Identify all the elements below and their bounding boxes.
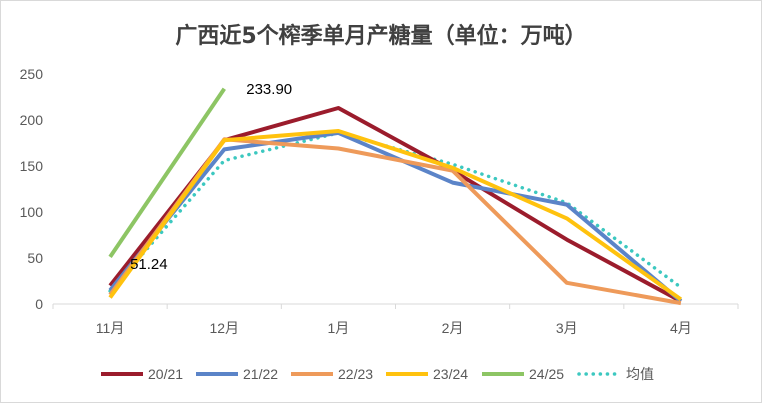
series-line-23-24 [108, 129, 683, 302]
y-tick-label: 200 [20, 112, 44, 128]
x-tick-label: 12月 [209, 320, 239, 336]
legend: 20/21 21/22 22/23 23/24 24/25 均值 [101, 366, 654, 382]
y-tick-label: 150 [20, 158, 44, 174]
y-tick-label: 0 [35, 296, 43, 312]
data-labels: 51.24 233.90 [130, 81, 292, 273]
legend-label: 均值 [626, 366, 654, 382]
legend-label: 22/23 [338, 366, 373, 382]
legend-label: 20/21 [148, 366, 183, 382]
chart-title: 广西近5个榨季单月产糖量（单位：万吨） [175, 23, 586, 49]
data-label: 51.24 [130, 256, 168, 273]
y-tick-label: 100 [20, 204, 44, 220]
series-lines [108, 87, 683, 306]
x-tick-label: 4月 [670, 320, 692, 336]
series-line-avg [108, 131, 683, 293]
data-label: 233.90 [246, 81, 292, 98]
legend-label: 21/22 [243, 366, 278, 382]
y-axis-ticks: 0 50 100 150 200 250 [20, 66, 44, 312]
y-tick-label: 250 [20, 66, 44, 82]
y-tick-label: 50 [27, 250, 43, 266]
series-line-22-23 [108, 137, 682, 306]
x-tick-label: 1月 [328, 320, 350, 336]
x-tick-label: 11月 [96, 320, 125, 336]
x-tick-label: 3月 [556, 320, 578, 336]
legend-label: 23/24 [433, 366, 468, 382]
x-axis-ticks: 11月 12月 1月 2月 3月 4月 [52, 304, 739, 336]
series-line-20-21 [108, 106, 682, 303]
x-tick-label: 2月 [442, 320, 464, 336]
legend-label: 24/25 [529, 366, 564, 382]
series-line-24-25 [108, 87, 226, 259]
